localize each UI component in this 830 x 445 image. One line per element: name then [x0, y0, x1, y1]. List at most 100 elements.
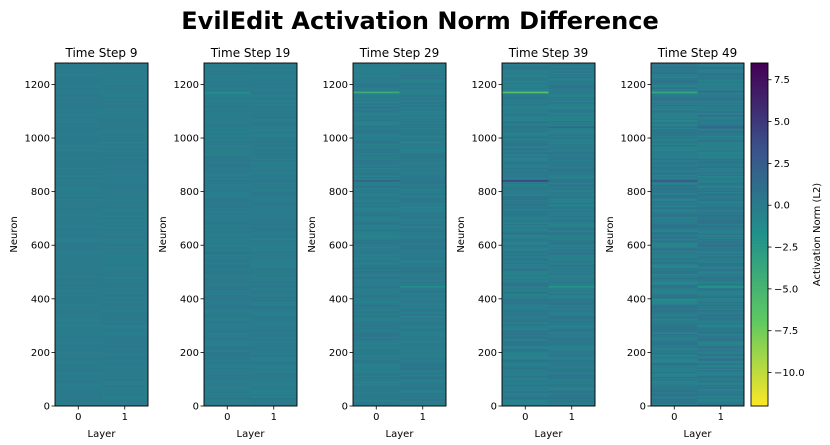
- heatmap-cell: [101, 278, 149, 281]
- heatmap-cell: [697, 367, 745, 369]
- heatmap-cell: [353, 365, 400, 368]
- heatmap-cell: [55, 129, 102, 132]
- heatmap-cell: [697, 379, 745, 381]
- heatmap-cell: [101, 257, 149, 260]
- heatmap-cell: [101, 395, 149, 398]
- heatmap-cell: [399, 218, 447, 221]
- heatmap-cell: [55, 131, 102, 134]
- heatmap-cell: [250, 356, 298, 359]
- heatmap-cell: [399, 269, 447, 272]
- heatmap-cell: [101, 80, 149, 83]
- heatmap-cell: [399, 337, 447, 340]
- heatmap-cell: [399, 306, 447, 309]
- x-tick-label: 0: [671, 412, 677, 423]
- heatmap-cell: [101, 214, 149, 217]
- heatmap-cell: [697, 278, 745, 281]
- colorbar-segment: [751, 63, 768, 67]
- heatmap-cell: [204, 372, 251, 375]
- heatmap-cell: [651, 359, 698, 361]
- heatmap-cell: [399, 270, 447, 273]
- heatmap-cell: [250, 404, 298, 407]
- heatmap-cell: [353, 292, 400, 294]
- heatmap-cell: [502, 213, 549, 215]
- heatmap-cell: [353, 142, 400, 144]
- heatmap-cell: [651, 356, 698, 359]
- heatmap-cell: [353, 322, 400, 325]
- heatmap-cell: [399, 184, 447, 187]
- heatmap-cell: [697, 372, 745, 375]
- heatmap-cell: [399, 140, 447, 143]
- heatmap-cell: [548, 304, 596, 306]
- heatmap-cell: [502, 101, 549, 104]
- heatmap-cell: [204, 218, 251, 221]
- heatmap-cell: [204, 164, 251, 167]
- heatmap-cell: [353, 296, 400, 298]
- heatmap-cell: [548, 176, 596, 179]
- heatmap-cell: [55, 356, 102, 359]
- heatmap-cell: [651, 302, 698, 305]
- heatmap-cell: [502, 239, 549, 242]
- heatmap-cell: [399, 397, 447, 400]
- heatmap-cell: [353, 166, 400, 168]
- heatmap-cell: [502, 334, 549, 337]
- heatmap-cell: [548, 273, 596, 276]
- heatmap-cell: [697, 156, 745, 159]
- heatmap-cell: [204, 302, 251, 305]
- heatmap-cell: [697, 393, 745, 396]
- heatmap-cell: [651, 168, 698, 171]
- heatmap-cell: [697, 227, 745, 230]
- heatmap-cell: [204, 325, 251, 328]
- heatmap-cell: [353, 209, 400, 211]
- heatmap-cell: [353, 163, 400, 166]
- heatmap-cell: [250, 276, 298, 278]
- heatmap-cell: [548, 357, 596, 360]
- y-tick-label: 1000: [472, 134, 497, 145]
- heatmap-cell: [399, 230, 447, 233]
- heatmap-cell: [250, 387, 298, 389]
- heatmap-cell: [101, 147, 149, 150]
- heatmap-cell: [55, 116, 102, 119]
- heatmap-cell: [55, 124, 102, 127]
- colorbar-segment: [751, 248, 768, 253]
- heatmap-cell: [101, 87, 149, 89]
- heatmap-cell: [204, 187, 251, 190]
- heatmap-cell: [548, 112, 596, 115]
- y-tick-label: 0: [491, 402, 497, 413]
- heatmap-cell: [353, 371, 400, 373]
- y-tick-label: 1000: [25, 134, 50, 145]
- heatmap-cell: [204, 109, 251, 112]
- heatmap-cell: [101, 225, 149, 227]
- heatmap-cell: [55, 268, 102, 270]
- heatmap-cell: [204, 400, 251, 403]
- heatmap-cell: [204, 246, 251, 249]
- heatmap-cell: [697, 380, 745, 383]
- heatmap-cell: [204, 150, 251, 152]
- heatmap-cell: [55, 88, 102, 91]
- colorbar-segment: [751, 294, 768, 298]
- heatmap-cell: [697, 292, 745, 294]
- axes-frame: [650, 62, 745, 407]
- heatmap-cell: [55, 176, 102, 179]
- heatmap-cell: [697, 166, 745, 168]
- heatmap-cell: [399, 399, 447, 402]
- heatmap-cell: [502, 278, 549, 281]
- heatmap-cell: [651, 280, 698, 282]
- heatmap-cell: [101, 101, 149, 104]
- heatmap-feature-cell: [548, 126, 595, 129]
- heatmap-cell: [204, 272, 251, 274]
- heatmap-cell: [399, 363, 447, 365]
- heatmap-cell: [548, 180, 596, 183]
- heatmap-cell: [399, 247, 447, 250]
- heatmap-cell: [353, 270, 400, 273]
- heatmap-cell: [204, 344, 251, 347]
- heatmap-cell: [651, 87, 698, 89]
- heatmap-cell: [502, 253, 549, 255]
- heatmap-cell: [204, 345, 251, 348]
- colorbar-segment: [751, 380, 768, 384]
- heatmap-cell: [697, 377, 745, 380]
- heatmap-cell: [697, 187, 745, 190]
- heatmap-cell: [353, 183, 400, 186]
- heatmap-cell: [250, 85, 298, 88]
- heatmap-cell: [651, 134, 698, 136]
- heatmap-cell: [651, 337, 698, 340]
